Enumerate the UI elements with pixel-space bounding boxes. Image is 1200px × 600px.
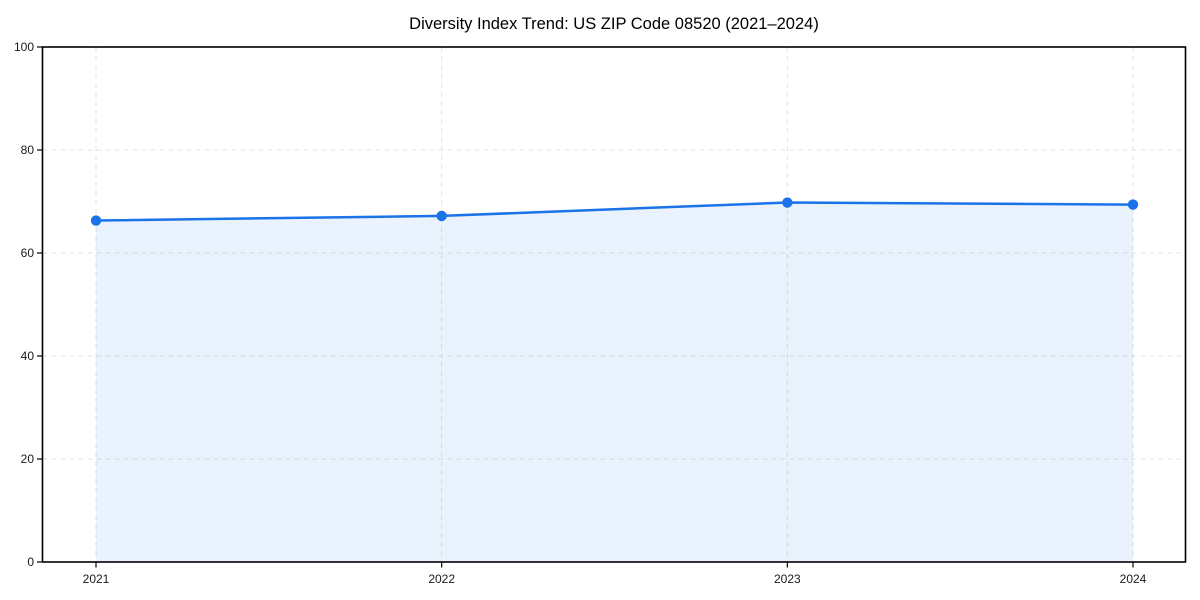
x-tick-label: 2023 [774,572,801,586]
y-tick-label: 100 [14,40,34,54]
x-tick-label: 2022 [428,572,455,586]
data-point-2024 [1127,199,1139,210]
x-tick-label: 2021 [83,572,110,586]
plot-border [41,46,1187,563]
chart-title: Diversity Index Trend: US ZIP Code 08520… [409,15,819,33]
trend-line [94,201,1135,222]
y-tick-label: 40 [21,349,35,363]
y-tick-label: 80 [21,143,35,157]
y-tick-label: 60 [21,246,35,260]
data-point-2022 [436,210,447,222]
x-tick-label: 2024 [1120,572,1147,586]
line-layer [94,201,1135,222]
data-point-2021 [90,215,102,226]
y-tick-label: 0 [27,555,34,569]
area-layer [96,202,1133,562]
axis-layer: 0 20 40 60 80 100 2021 2022 2023 2024 [14,40,1187,586]
area-fill [96,202,1133,562]
points-layer [90,197,1139,226]
y-tick-label: 20 [21,452,35,466]
data-point-2023 [782,197,793,208]
